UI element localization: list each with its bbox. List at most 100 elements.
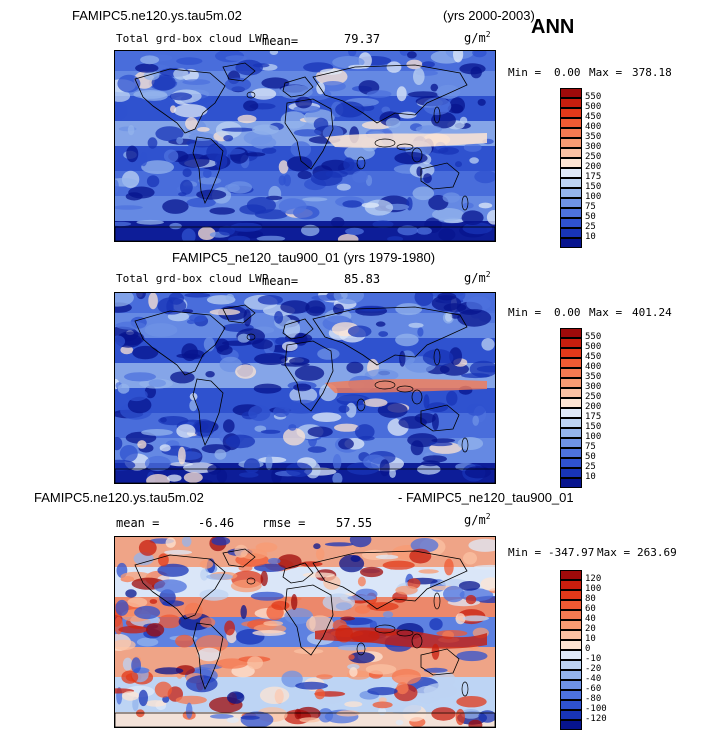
panel3-min-value: -347.97 xyxy=(548,546,595,559)
panel1-min-value: 0.00 xyxy=(554,66,581,79)
colorbar-tick-label: 100 xyxy=(585,584,602,594)
colorbar-box xyxy=(560,610,582,620)
panel2-max-value: 401.24 xyxy=(632,306,672,319)
season-label: ANN xyxy=(531,16,575,38)
colorbar-box xyxy=(560,710,582,720)
colorbar-box xyxy=(560,378,582,388)
colorbar-tick-label: 300 xyxy=(585,142,602,152)
colorbar-box xyxy=(560,218,582,228)
colorbar-tick-label: 150 xyxy=(585,182,602,192)
colorbar-box xyxy=(560,338,582,348)
panel1-model-title: FAMIPC5.ne120.ys.tau5m.02 xyxy=(72,8,242,23)
colorbar-box xyxy=(560,418,582,428)
colorbar-box xyxy=(560,238,582,248)
panel3-mean-label: mean = xyxy=(116,516,160,530)
colorbar-tick-label: -60 xyxy=(585,684,602,694)
colorbar-box xyxy=(560,108,582,118)
colorbar-tick-label: 50 xyxy=(585,452,596,462)
colorbar-box xyxy=(560,388,582,398)
colorbar-tick-label: 175 xyxy=(585,172,602,182)
panel3-model-b: - FAMIPC5_ne120_tau900_01 xyxy=(398,490,574,505)
colorbar-box xyxy=(560,428,582,438)
colorbar-tick-label: 10 xyxy=(585,472,596,482)
panel1-map xyxy=(114,50,496,242)
colorbar-box xyxy=(560,680,582,690)
colorbar-box xyxy=(560,690,582,700)
colorbar-box xyxy=(560,138,582,148)
colorbar-tick-label: 25 xyxy=(585,462,596,472)
colorbar-box xyxy=(560,88,582,98)
colorbar-box xyxy=(560,650,582,660)
colorbar-tick-label: 400 xyxy=(585,122,602,132)
colorbar-tick-label: 300 xyxy=(585,382,602,392)
colorbar-tick-label: -120 xyxy=(585,714,607,724)
colorbar-tick-label: 60 xyxy=(585,604,596,614)
colorbar-tick-label: 150 xyxy=(585,422,602,432)
colorbar-tick-label: 500 xyxy=(585,102,602,112)
panel3-min-label: Min = xyxy=(508,546,542,559)
panel1-mean-value: 79.37 xyxy=(344,32,381,46)
colorbar-box xyxy=(560,660,582,670)
colorbar-tick-label: 25 xyxy=(585,222,596,232)
colorbar-box xyxy=(560,158,582,168)
colorbar-tick-label: 550 xyxy=(585,92,602,102)
colorbar-box xyxy=(560,148,582,158)
panel2-title: FAMIPC5_ne120_tau900_01 (yrs 1979-1980) xyxy=(172,250,435,265)
colorbar-box xyxy=(560,670,582,680)
colorbar-box xyxy=(560,178,582,188)
colorbar-box xyxy=(560,720,582,730)
panel2-mean-value: 85.83 xyxy=(344,272,381,286)
colorbar-box xyxy=(560,640,582,650)
colorbar-box xyxy=(560,228,582,238)
colorbar-box xyxy=(560,188,582,198)
colorbar-box xyxy=(560,198,582,208)
colorbar-box xyxy=(560,630,582,640)
panel3-map xyxy=(114,536,496,728)
colorbar-tick-label: 350 xyxy=(585,132,602,142)
colorbar-box xyxy=(560,590,582,600)
colorbar-box xyxy=(560,448,582,458)
colorbar-box xyxy=(560,368,582,378)
panel2-min-value: 0.00 xyxy=(554,306,581,319)
panel1-units: g/m2 xyxy=(464,30,491,45)
colorbar-box xyxy=(560,620,582,630)
panel2-field-label: Total grd-box cloud LWP xyxy=(116,272,269,285)
colorbar-box xyxy=(560,398,582,408)
panel1-mean-label: mean= xyxy=(262,34,299,48)
colorbar-tick-label: 100 xyxy=(585,192,602,202)
colorbar-tick-label: -80 xyxy=(585,694,602,704)
colorbar-tick-label: 250 xyxy=(585,392,602,402)
panel3-max-label: Max = xyxy=(597,546,631,559)
panel1-max-value: 378.18 xyxy=(632,66,672,79)
colorbar-tick-label: 10 xyxy=(585,232,596,242)
colorbar-tick-label: 550 xyxy=(585,332,602,342)
colorbar-box xyxy=(560,468,582,478)
colorbar-box xyxy=(560,700,582,710)
panel3-model-a: FAMIPC5.ne120.ys.tau5m.02 xyxy=(34,490,204,505)
colorbar-box xyxy=(560,358,582,368)
panel2-min-label: Min = xyxy=(508,306,542,319)
panel1-field-label: Total grd-box cloud LWP xyxy=(116,32,269,45)
colorbar-box xyxy=(560,580,582,590)
panel2-map xyxy=(114,292,496,484)
panel1-min-label: Min = xyxy=(508,66,542,79)
panel3-rmse-label: rmse = xyxy=(262,516,306,530)
colorbar-tick-label: 175 xyxy=(585,412,602,422)
colorbar-tick-label: 80 xyxy=(585,594,596,604)
colorbar-tick-label: -20 xyxy=(585,664,602,674)
colorbar-tick-label: 350 xyxy=(585,372,602,382)
panel1-max-label: Max = xyxy=(589,66,623,79)
panel1-years: (yrs 2000-2003) xyxy=(443,8,535,23)
colorbar-box xyxy=(560,478,582,488)
panel3-mean-value: -6.46 xyxy=(198,516,235,530)
panel2-model-title: FAMIPC5_ne120_tau900_01 xyxy=(172,250,340,265)
colorbar-tick-label: -10 xyxy=(585,654,602,664)
colorbar-box xyxy=(560,208,582,218)
colorbar-tick-label: 75 xyxy=(585,202,596,212)
colorbar-box xyxy=(560,118,582,128)
colorbar-tick-label: 200 xyxy=(585,402,602,412)
panel2-units: g/m2 xyxy=(464,270,491,285)
colorbar-tick-label: 50 xyxy=(585,212,596,222)
colorbar-tick-label: 400 xyxy=(585,362,602,372)
colorbar-box xyxy=(560,438,582,448)
